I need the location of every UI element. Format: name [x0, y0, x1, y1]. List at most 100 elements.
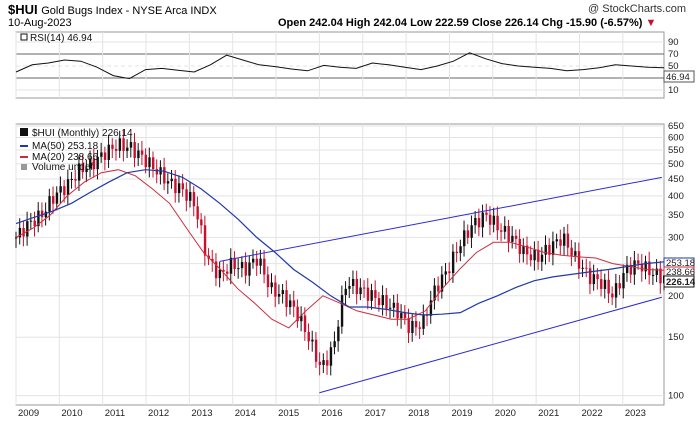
candle-body [488, 214, 492, 225]
candle-body [366, 287, 370, 301]
candle-body [470, 225, 473, 238]
candle-body [525, 245, 529, 255]
symbol-title: $HUI Gold Bugs Index - NYSE Arca INDX [8, 2, 217, 17]
x-tick-label: 2011 [105, 408, 125, 419]
candle-body [333, 341, 336, 348]
candle-body [85, 168, 88, 173]
candle-body [70, 179, 73, 181]
price-tick-label: 600 [668, 133, 684, 144]
candle-body [648, 261, 651, 276]
candle-body [518, 238, 521, 255]
candle-body [103, 152, 107, 160]
rsi-tick-label: 50 [668, 61, 679, 72]
candle-body [263, 258, 266, 275]
price-tick-label: 350 [668, 210, 684, 221]
price-tick-label: 650 [668, 121, 684, 132]
candle-body [255, 258, 259, 266]
candle-body [251, 258, 255, 263]
candle-body [651, 274, 655, 276]
lower-channel-line [319, 296, 662, 394]
candle-body [485, 212, 488, 215]
candle-body [577, 251, 581, 269]
candle-body [66, 179, 70, 196]
price-tick-label: 500 [668, 159, 684, 170]
rsi-legend-icon [20, 33, 28, 41]
candle-body [26, 221, 29, 237]
candle-body [407, 318, 410, 333]
candle-body [503, 225, 507, 232]
candle-body [33, 220, 36, 227]
candle-body [500, 230, 503, 232]
candle-body [400, 312, 403, 319]
candle-body [259, 258, 262, 266]
rsi-panel-frame [15, 31, 665, 99]
candle-body [637, 260, 640, 264]
candle-body [133, 142, 136, 159]
candle-body [414, 320, 418, 328]
candle-body [118, 138, 122, 151]
main-legend-icon [20, 128, 28, 136]
candle-body [418, 327, 422, 329]
candle-body [537, 249, 540, 262]
candle-body [166, 181, 170, 184]
upper-channel-line [219, 176, 662, 262]
candle-body [555, 239, 559, 242]
candle-body [296, 306, 299, 322]
candle-body [281, 290, 285, 295]
candle-body [107, 144, 110, 160]
ma50-line [15, 169, 665, 316]
price-value-boxes: 253.18 238.66 226.14 [663, 257, 696, 288]
candle-body [285, 290, 288, 308]
candle-body [233, 257, 236, 269]
candle-body [311, 339, 314, 342]
candle-body [477, 217, 481, 228]
candle-body [77, 163, 81, 181]
candle-body [100, 152, 103, 157]
x-tick-label: 2012 [148, 408, 169, 419]
x-tick-label: 2014 [235, 408, 256, 419]
ma20-value-box: 238.66 [666, 267, 695, 278]
candle-body [37, 210, 40, 227]
candle-body [348, 286, 351, 289]
candle-body [451, 251, 455, 274]
candle-body [355, 278, 359, 295]
candle-body [111, 144, 114, 149]
price-tick-label: 200 [668, 291, 684, 302]
candle-body [211, 259, 214, 262]
candle-body [181, 183, 185, 190]
rsi-value-text: 46.94 [666, 72, 690, 83]
x-tick-label: 2020 [495, 408, 516, 419]
copyright: @ StockCharts.com [588, 3, 686, 15]
candle-body [455, 251, 459, 254]
candle-body [396, 302, 399, 319]
candle-body [52, 196, 55, 204]
x-tick-label: 2023 [625, 408, 646, 419]
candle-body [137, 150, 140, 159]
candle-body [377, 298, 381, 306]
candle-body [114, 148, 118, 151]
candle-body [529, 254, 533, 261]
candle-body [59, 186, 62, 193]
main-legend-text: $HUI (Monthly) 226.14 [32, 128, 133, 139]
candle-body [192, 192, 196, 207]
candle-body [81, 163, 85, 173]
rsi-y-axis: 1030507090 [668, 37, 679, 96]
candle-body [329, 347, 333, 366]
x-axis: 2009 2010 2011 2012 2013 2014 2015 2016 2017 2018… [18, 408, 646, 419]
x-tick-label: 2019 [451, 408, 472, 419]
ma50-value-box: 253.18 [666, 258, 695, 269]
chg-down-icon: ▼ [645, 17, 657, 29]
candle-body [600, 279, 603, 289]
candle-body [596, 274, 599, 280]
candle-body [363, 287, 366, 289]
candle-body [18, 227, 22, 238]
candle-body [226, 271, 229, 274]
price-tick-label: 300 [668, 232, 684, 243]
candle-body [618, 283, 621, 289]
candle-body [403, 312, 407, 319]
candle-body [74, 179, 77, 181]
symbol: $HUI [8, 2, 38, 17]
x-tick-label: 2022 [581, 408, 602, 419]
volume-legend-text: Volume undef [32, 162, 93, 173]
